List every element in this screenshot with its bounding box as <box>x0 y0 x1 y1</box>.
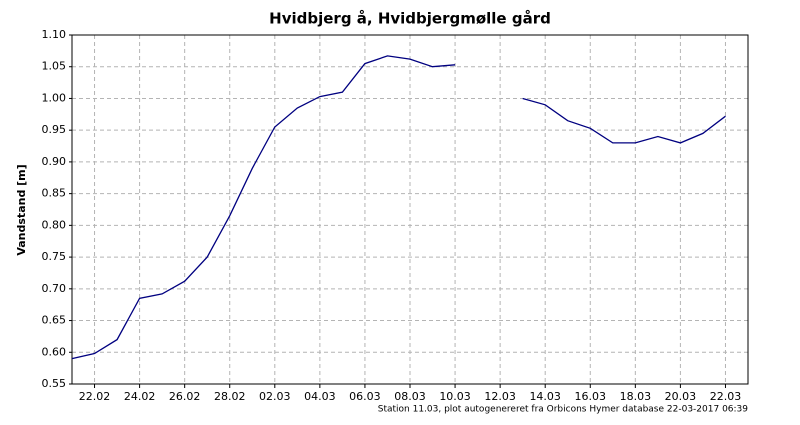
x-tick-label: 24.02 <box>124 390 156 403</box>
footnote: Station 11.03, plot autogenereret fra Or… <box>378 405 749 415</box>
y-tick-label: 0.60 <box>42 345 67 358</box>
x-tick-label: 22.03 <box>710 390 742 403</box>
y-tick-label: 0.70 <box>42 282 67 295</box>
x-tick-label: 14.03 <box>529 390 561 403</box>
y-tick-label: 0.95 <box>42 123 67 136</box>
data-line <box>71 55 726 360</box>
x-tick-label: 16.03 <box>575 390 607 403</box>
y-tick-label: 0.55 <box>42 377 67 390</box>
x-tick-label: 20.03 <box>665 390 697 403</box>
y-tick-label: 0.75 <box>42 250 67 263</box>
plot-frame <box>71 34 749 385</box>
y-tick-label: 0.90 <box>42 155 67 168</box>
x-tick-label: 06.03 <box>349 390 381 403</box>
y-tick-label: 0.85 <box>42 187 67 200</box>
y-axis-label: Vandstand [m] <box>15 164 28 255</box>
x-tick-label: 26.02 <box>169 390 201 403</box>
y-tick-label: 1.05 <box>42 60 67 73</box>
y-tick-label: 1.10 <box>42 28 67 41</box>
x-tick-label: 04.03 <box>304 390 336 403</box>
x-tick-label: 22.02 <box>79 390 111 403</box>
chart-title: Hvidbjerg å, Hvidbjergmølle gård <box>269 10 551 28</box>
x-tick-label: 18.03 <box>620 390 652 403</box>
y-tick-label: 1.00 <box>42 91 67 104</box>
y-tick-label: 0.80 <box>42 218 67 231</box>
x-tick-label: 02.03 <box>259 390 291 403</box>
x-tick-label: 08.03 <box>394 390 426 403</box>
x-tick-label: 28.02 <box>214 390 246 403</box>
y-tick-label: 0.65 <box>42 314 67 327</box>
x-tick-label: 12.03 <box>484 390 516 403</box>
x-tick-label: 10.03 <box>439 390 471 403</box>
